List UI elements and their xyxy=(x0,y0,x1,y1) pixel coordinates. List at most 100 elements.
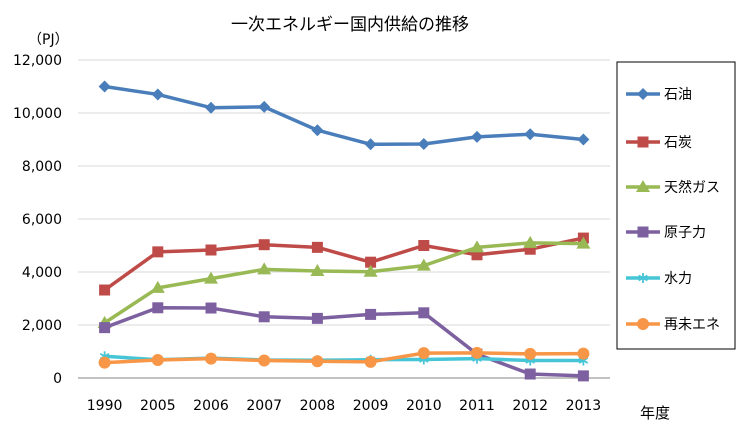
data-point xyxy=(258,239,270,251)
data-point xyxy=(364,355,377,368)
legend-entry: 天然ガス xyxy=(626,179,720,196)
data-point xyxy=(416,258,431,271)
data-point xyxy=(471,130,483,143)
data-point xyxy=(205,244,217,256)
x-tick-label: 2013 xyxy=(566,398,602,414)
data-point xyxy=(205,101,217,114)
x-tick-label: 2011 xyxy=(459,398,495,414)
x-tick-label: 2010 xyxy=(406,398,442,414)
series-line xyxy=(103,306,584,378)
data-point xyxy=(365,308,377,320)
data-point xyxy=(577,370,589,382)
series-lines xyxy=(97,80,591,382)
data-point xyxy=(150,280,165,293)
data-point xyxy=(418,240,430,251)
y-axis-ticks: 0 2,000 4,000 6,000 8,000 10,000 12,000 xyxy=(13,53,62,387)
legend-label: 石炭 xyxy=(664,135,692,151)
legend-entry: 石炭 xyxy=(626,135,692,151)
data-point xyxy=(576,236,591,249)
x-tick-label: 2012 xyxy=(512,398,548,414)
gridlines xyxy=(78,59,610,379)
data-point xyxy=(524,243,536,255)
data-point xyxy=(524,368,536,380)
data-point xyxy=(258,311,270,323)
data-point xyxy=(98,80,111,93)
data-point xyxy=(99,284,111,296)
data-point xyxy=(418,307,430,319)
legend-label: 再未エネ xyxy=(664,317,720,333)
legend-marker xyxy=(637,136,649,148)
y-tick-label: 2,000 xyxy=(22,318,62,334)
data-point xyxy=(258,354,271,367)
data-point xyxy=(99,322,111,334)
data-point xyxy=(152,302,164,314)
series-line xyxy=(103,236,584,292)
legend-label: 天然ガス xyxy=(664,179,720,196)
data-point xyxy=(524,128,537,141)
legend-entry: 石油 xyxy=(626,87,692,103)
data-point xyxy=(471,346,483,359)
series-1 xyxy=(98,80,590,151)
series-line xyxy=(104,84,584,147)
series-4 xyxy=(99,302,589,382)
legend-marker xyxy=(637,226,649,238)
data-point xyxy=(523,235,538,248)
data-point xyxy=(577,347,590,360)
data-point xyxy=(151,88,164,101)
data-point xyxy=(204,271,218,284)
series-line xyxy=(103,241,584,325)
x-tick-label: 1990 xyxy=(87,398,123,414)
y-axis-unit: （PJ） xyxy=(28,32,69,48)
legend-marker xyxy=(637,318,649,330)
data-point xyxy=(311,355,324,368)
data-point xyxy=(577,133,590,146)
data-point xyxy=(417,138,430,151)
data-point xyxy=(258,100,271,113)
data-point xyxy=(363,264,378,277)
data-point xyxy=(311,124,324,137)
legend-marker xyxy=(638,273,648,283)
y-tick-label: 8,000 xyxy=(22,159,62,175)
x-tick-label: 2007 xyxy=(246,398,282,414)
y-tick-label: 6,000 xyxy=(22,212,62,228)
legend-marker xyxy=(637,88,649,100)
data-point xyxy=(364,138,377,151)
data-point xyxy=(152,246,164,258)
y-tick-label: 12,000 xyxy=(13,53,62,69)
x-axis-label: 年度 xyxy=(640,404,670,422)
y-tick-label: 0 xyxy=(53,371,62,387)
legend-label: 原子力 xyxy=(664,225,706,241)
data-point xyxy=(524,347,537,360)
legend-box xyxy=(616,61,736,350)
legend-label: 水力 xyxy=(664,271,692,287)
series-line xyxy=(104,351,584,365)
legend-entry: 水力 xyxy=(626,271,692,287)
data-point xyxy=(311,312,323,324)
data-point xyxy=(310,263,325,276)
legend-entry: 再未エネ xyxy=(626,317,720,333)
data-point xyxy=(98,356,111,369)
x-tick-label: 2008 xyxy=(300,398,336,414)
legend-label: 石油 xyxy=(664,87,692,103)
y-tick-label: 10,000 xyxy=(13,106,62,122)
data-point xyxy=(257,262,272,275)
data-point xyxy=(417,347,430,360)
chart-title: 一次エネルギー国内供給の推移 xyxy=(231,15,469,35)
legend-marker xyxy=(636,180,650,192)
x-tick-label: 2006 xyxy=(193,398,229,414)
data-point xyxy=(471,249,483,261)
x-tick-label: 2005 xyxy=(140,398,176,414)
data-point xyxy=(365,256,377,268)
data-point xyxy=(205,352,217,365)
data-point xyxy=(205,302,217,314)
x-axis-ticks: 1990 2005 2006 2007 2008 2009 2010 2011 2012 2013 xyxy=(87,398,601,414)
data-point xyxy=(470,240,484,253)
y-tick-label: 4,000 xyxy=(22,265,62,281)
x-tick-label: 2009 xyxy=(353,398,389,414)
legend-entry: 原子力 xyxy=(626,225,706,241)
series-6 xyxy=(98,346,590,369)
data-point xyxy=(151,353,164,366)
data-point xyxy=(311,241,323,253)
